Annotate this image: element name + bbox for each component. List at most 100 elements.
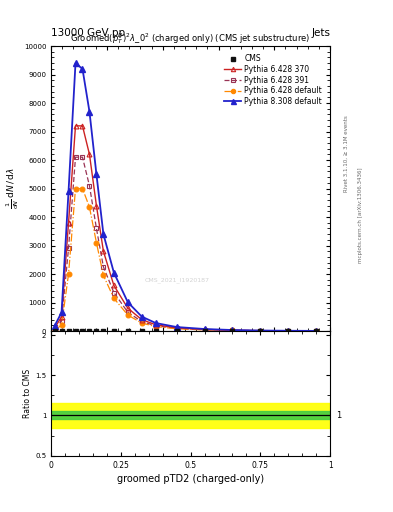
Pythia 8.308 default bbox=[73, 60, 78, 66]
Pythia 8.308 default bbox=[59, 309, 64, 315]
Pythia 6.428 default bbox=[314, 328, 318, 334]
Pythia 8.308 default bbox=[153, 320, 158, 326]
Pythia 8.308 default bbox=[230, 327, 235, 333]
CMS bbox=[112, 328, 116, 334]
CMS bbox=[258, 328, 263, 334]
Pythia 6.428 391 bbox=[101, 264, 106, 270]
Legend: CMS, Pythia 6.428 370, Pythia 6.428 391, Pythia 6.428 default, Pythia 8.308 defa: CMS, Pythia 6.428 370, Pythia 6.428 391,… bbox=[223, 53, 323, 108]
Pythia 6.428 default bbox=[66, 271, 71, 277]
Pythia 8.308 default bbox=[258, 328, 263, 334]
Pythia 6.428 default bbox=[258, 328, 263, 334]
Pythia 8.308 default bbox=[66, 188, 71, 195]
Y-axis label: Ratio to CMS: Ratio to CMS bbox=[23, 369, 32, 418]
Pythia 8.308 default bbox=[286, 328, 291, 334]
Pythia 6.428 370 bbox=[80, 123, 85, 129]
Bar bbox=[51, 412, 330, 419]
Pythia 6.428 370 bbox=[174, 325, 179, 331]
Pythia 6.428 default bbox=[101, 272, 106, 279]
Pythia 6.428 391 bbox=[140, 318, 144, 325]
Pythia 6.428 391 bbox=[153, 323, 158, 329]
Line: CMS: CMS bbox=[53, 329, 318, 333]
Text: 1: 1 bbox=[336, 411, 341, 420]
CMS bbox=[314, 328, 318, 334]
Text: 13000 GeV pp: 13000 GeV pp bbox=[51, 28, 125, 38]
CMS bbox=[125, 328, 130, 334]
Pythia 8.308 default bbox=[52, 323, 57, 329]
Text: mcplots.cern.ch [arXiv:1306.3436]: mcplots.cern.ch [arXiv:1306.3436] bbox=[358, 167, 363, 263]
Pythia 6.428 370 bbox=[140, 316, 144, 323]
Pythia 6.428 370 bbox=[286, 328, 291, 334]
Pythia 6.428 370 bbox=[230, 327, 235, 333]
Pythia 6.428 default bbox=[87, 204, 92, 210]
CMS bbox=[140, 328, 144, 334]
Pythia 6.428 391 bbox=[80, 154, 85, 160]
Pythia 6.428 370 bbox=[314, 328, 318, 334]
Pythia 6.428 391 bbox=[59, 318, 64, 324]
Bar bbox=[51, 403, 330, 428]
Pythia 6.428 default bbox=[73, 185, 78, 191]
Line: Pythia 6.428 391: Pythia 6.428 391 bbox=[52, 155, 319, 333]
Pythia 6.428 default bbox=[174, 326, 179, 332]
Pythia 6.428 391 bbox=[125, 309, 130, 315]
Pythia 6.428 391 bbox=[286, 328, 291, 334]
Pythia 6.428 370 bbox=[258, 328, 263, 334]
CMS bbox=[80, 328, 85, 334]
Pythia 8.308 default bbox=[314, 328, 318, 334]
Text: Rivet 3.1.10, ≥ 3.1M events: Rivet 3.1.10, ≥ 3.1M events bbox=[344, 115, 349, 192]
Text: Jets: Jets bbox=[311, 28, 330, 38]
CMS bbox=[59, 328, 64, 334]
Pythia 8.308 default bbox=[94, 171, 99, 177]
Pythia 6.428 default bbox=[80, 185, 85, 191]
Pythia 6.428 391 bbox=[258, 328, 263, 334]
CMS bbox=[230, 328, 235, 334]
Pythia 6.428 391 bbox=[202, 327, 207, 333]
Pythia 6.428 391 bbox=[174, 325, 179, 331]
Pythia 6.428 370 bbox=[66, 220, 71, 226]
Pythia 6.428 370 bbox=[73, 123, 78, 129]
Pythia 6.428 391 bbox=[230, 327, 235, 333]
Pythia 6.428 370 bbox=[153, 322, 158, 328]
Pythia 6.428 391 bbox=[314, 328, 318, 334]
Pythia 8.308 default bbox=[80, 66, 85, 72]
CMS bbox=[286, 328, 291, 334]
Pythia 6.428 391 bbox=[66, 245, 71, 251]
Pythia 6.428 default bbox=[94, 240, 99, 246]
Pythia 6.428 391 bbox=[52, 326, 57, 332]
CMS bbox=[94, 328, 99, 334]
CMS bbox=[73, 328, 78, 334]
Pythia 6.428 default bbox=[125, 312, 130, 318]
Pythia 6.428 default bbox=[230, 327, 235, 333]
Pythia 6.428 default bbox=[112, 295, 116, 302]
Y-axis label: $\frac{1}{\mathrm{d}N}\,\mathrm{d}N\,/\,\mathrm{d}\lambda$: $\frac{1}{\mathrm{d}N}\,\mathrm{d}N\,/\,… bbox=[4, 167, 21, 209]
Pythia 6.428 391 bbox=[112, 289, 116, 295]
Pythia 6.428 370 bbox=[125, 305, 130, 311]
X-axis label: groomed pTD2 (charged-only): groomed pTD2 (charged-only) bbox=[117, 474, 264, 484]
Line: Pythia 8.308 default: Pythia 8.308 default bbox=[52, 60, 319, 334]
Title: Groomed$(p_T^D)^2\lambda\_0^2$ (charged only) (CMS jet substructure): Groomed$(p_T^D)^2\lambda\_0^2$ (charged … bbox=[70, 31, 311, 46]
Pythia 6.428 370 bbox=[101, 248, 106, 254]
Pythia 6.428 370 bbox=[87, 151, 92, 157]
Pythia 6.428 default bbox=[286, 328, 291, 334]
Pythia 6.428 default bbox=[202, 327, 207, 333]
Pythia 6.428 default bbox=[59, 322, 64, 328]
Line: Pythia 6.428 370: Pythia 6.428 370 bbox=[52, 123, 319, 333]
Pythia 6.428 370 bbox=[59, 314, 64, 320]
Pythia 8.308 default bbox=[101, 231, 106, 237]
Pythia 6.428 370 bbox=[94, 203, 99, 209]
Pythia 6.428 370 bbox=[202, 326, 207, 332]
Pythia 6.428 default bbox=[140, 320, 144, 326]
Pythia 6.428 391 bbox=[87, 183, 92, 189]
Line: Pythia 6.428 default: Pythia 6.428 default bbox=[52, 186, 319, 333]
Pythia 8.308 default bbox=[87, 109, 92, 115]
CMS bbox=[153, 328, 158, 334]
Pythia 6.428 default bbox=[153, 324, 158, 330]
CMS bbox=[66, 328, 71, 334]
CMS bbox=[52, 328, 57, 334]
Pythia 6.428 370 bbox=[112, 282, 116, 288]
CMS bbox=[174, 328, 179, 334]
CMS bbox=[87, 328, 92, 334]
Text: CMS_2021_I1920187: CMS_2021_I1920187 bbox=[144, 277, 209, 283]
Pythia 8.308 default bbox=[140, 313, 144, 319]
Pythia 8.308 default bbox=[174, 324, 179, 330]
Pythia 8.308 default bbox=[125, 299, 130, 305]
